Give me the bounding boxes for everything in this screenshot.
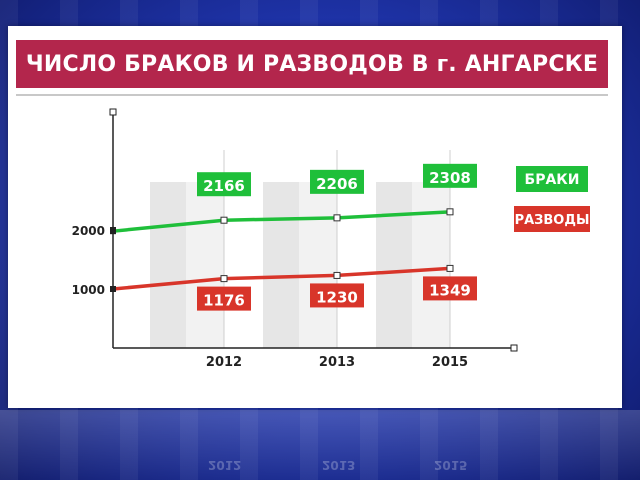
background-band [299, 182, 337, 348]
data-label: 2206 [316, 175, 358, 193]
data-point [333, 214, 341, 222]
series-line [112, 210, 451, 233]
chart-title: ЧИСЛО БРАКОВ И РАЗВОДОВ В г. АНГАРСКЕ [25, 51, 599, 77]
data-label-box [197, 172, 251, 197]
legend-box [514, 206, 590, 232]
x-tick-label: 2013 [319, 355, 355, 370]
x-tick-label: 2012 [206, 355, 242, 370]
legend-label: РАЗВОДЫ [515, 213, 590, 228]
data-label: 1176 [203, 292, 245, 310]
x-tick-label: 2015 [432, 355, 468, 370]
series-start-marker [110, 228, 116, 235]
data-label-box [310, 169, 364, 194]
title-bar: ЧИСЛО БРАКОВ И РАЗВОДОВ В г. АНГАРСКЕ [16, 40, 608, 88]
y-axis-end-marker [109, 108, 117, 116]
y-tick-label: 1000 [72, 283, 105, 297]
y-tick-label: 2000 [72, 224, 105, 238]
data-point [446, 264, 454, 272]
data-label: 2166 [203, 177, 245, 195]
floor-reflection [0, 410, 640, 480]
background-band [376, 182, 412, 348]
data-point [446, 208, 454, 216]
data-label-box [197, 286, 251, 311]
data-label: 2308 [429, 169, 471, 187]
reflection-label: 2012 [208, 458, 242, 472]
title-divider [16, 94, 608, 96]
data-label-box [423, 276, 477, 301]
data-point [220, 216, 228, 224]
legend-box [516, 166, 588, 192]
series-line [112, 266, 451, 291]
reflection-label: 2015 [434, 458, 468, 472]
background-band [186, 182, 224, 348]
data-point [220, 275, 228, 283]
reflection-label: 2013 [322, 458, 356, 472]
background-band [412, 182, 450, 348]
data-label: 1349 [429, 281, 471, 299]
background-band [263, 182, 299, 348]
data-label: 1230 [316, 288, 358, 306]
data-point [333, 271, 341, 279]
series-start-marker [110, 286, 116, 292]
data-label-box [310, 283, 364, 308]
background-band [150, 182, 186, 348]
x-axis-end-marker [510, 344, 518, 352]
data-label-box [423, 163, 477, 188]
legend-label: БРАКИ [525, 172, 580, 188]
